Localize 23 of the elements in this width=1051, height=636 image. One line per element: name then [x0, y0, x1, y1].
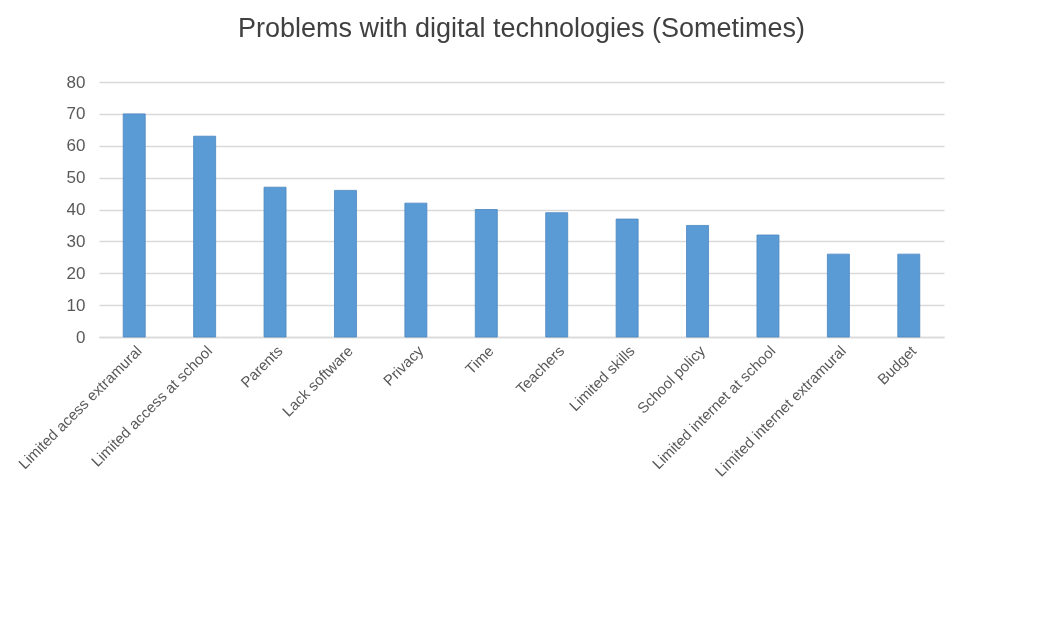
bar	[334, 189, 357, 338]
bar	[263, 186, 287, 338]
bar	[404, 202, 428, 338]
bar	[756, 234, 780, 338]
x-tick-label: Time	[461, 342, 497, 378]
bar	[615, 218, 639, 338]
bar	[897, 253, 921, 338]
y-tick-label: 50	[66, 168, 86, 188]
y-tick-label: 80	[66, 72, 86, 92]
y-tick-label: 20	[66, 263, 86, 283]
bar	[545, 212, 569, 338]
bar	[193, 135, 217, 338]
y-tick-label: 10	[66, 295, 86, 315]
bar	[686, 225, 709, 338]
bar	[826, 253, 850, 338]
bar	[474, 209, 498, 338]
bar	[122, 113, 146, 338]
y-tick-label: 60	[66, 136, 86, 156]
y-tick-label: 40	[66, 200, 86, 219]
chart-title: Problems with digital technologies (Sometimes)	[237, 13, 806, 43]
y-tick-label: 70	[66, 104, 86, 124]
y-tick-label: 0	[76, 327, 86, 347]
y-tick-label: 30	[66, 231, 86, 251]
